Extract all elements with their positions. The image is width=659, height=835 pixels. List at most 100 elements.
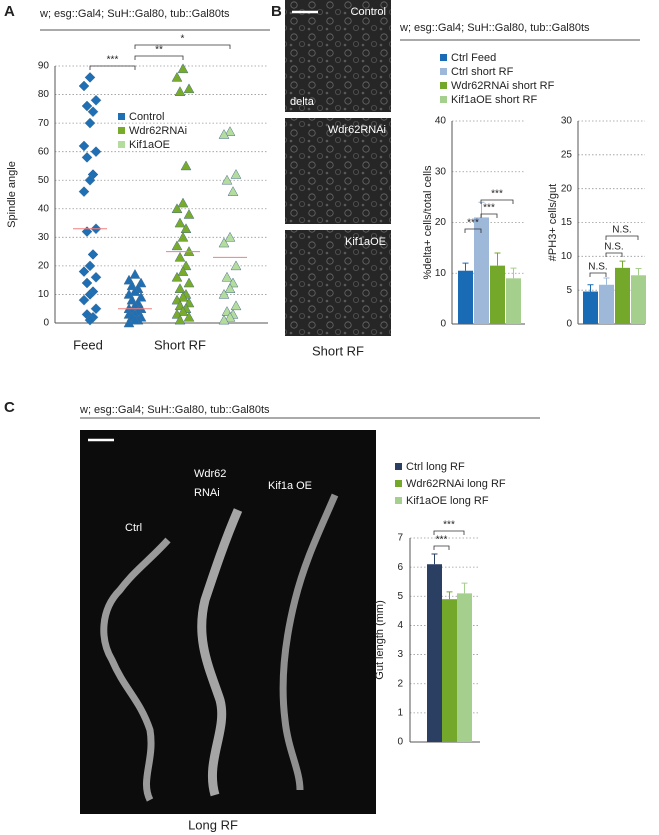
y-tick-label: 3 (397, 649, 403, 660)
significance-bracket (464, 228, 482, 233)
y-tick-label: 40 (435, 116, 447, 127)
image-label: Kif1a OE (268, 480, 312, 492)
data-point (180, 223, 192, 234)
data-point (177, 291, 189, 302)
data-point (90, 146, 102, 158)
significance-label: N.S. (612, 225, 631, 236)
data-point (174, 314, 186, 325)
data-point (224, 283, 236, 293)
image-label: Kif1aOE (345, 236, 386, 248)
image-label: Wdr62RNAi (328, 124, 386, 136)
y-tick-label: 40 (38, 203, 50, 214)
image-label: Control (351, 6, 386, 18)
legend-swatch (395, 497, 402, 504)
error-bar (635, 268, 642, 276)
micrograph (285, 0, 391, 112)
y-tick-label: 20 (561, 183, 573, 194)
bar (474, 217, 489, 324)
legend-label: Ctrl short RF (451, 66, 514, 78)
data-point (177, 197, 189, 208)
data-point (129, 314, 141, 325)
data-point (171, 71, 183, 82)
data-point (87, 249, 99, 260)
legend-swatch (118, 113, 125, 120)
data-point (224, 126, 236, 136)
significance-label: * (181, 34, 185, 45)
data-point (90, 303, 102, 315)
legend-swatch (440, 96, 447, 103)
y-tick-label: 50 (38, 175, 50, 186)
data-point (218, 288, 230, 299)
error-bar (619, 260, 626, 268)
data-point (218, 237, 230, 248)
data-point (224, 231, 236, 242)
legend-label: Wdr62RNAi short RF (451, 80, 555, 92)
legend-label: Kif1aOE long RF (406, 495, 489, 507)
significance-bracket (134, 44, 231, 49)
y-tick-label: 1 (397, 707, 403, 718)
panel-title: w; esg::Gal4; SuH::Gal80, tub::Gal80ts (399, 22, 590, 34)
error-bar (603, 277, 610, 285)
y-tick-label: 10 (38, 289, 50, 300)
significance-bracket (134, 55, 184, 60)
significance-label: *** (443, 520, 455, 531)
bar (442, 599, 457, 742)
significance-bracket (589, 272, 607, 277)
y-axis-label: Gut length (mm) (374, 600, 386, 679)
data-point (218, 129, 230, 139)
significance-bracket (605, 252, 623, 257)
error-bar (494, 252, 501, 266)
significance-bracket (480, 213, 498, 218)
panel-label: B (271, 3, 282, 20)
data-point (81, 226, 93, 237)
data-point (171, 203, 183, 214)
data-point (174, 283, 186, 293)
data-point (84, 72, 96, 83)
significance-label: *** (107, 55, 119, 66)
error-bar (587, 284, 594, 292)
data-point (90, 94, 102, 106)
y-tick-label: 30 (561, 116, 573, 127)
data-point (224, 311, 236, 322)
data-point (78, 186, 90, 197)
bar (458, 270, 473, 324)
micrograph (80, 430, 376, 814)
data-point (227, 186, 239, 196)
data-point (183, 83, 195, 94)
legend-swatch (440, 54, 447, 61)
x-category-label: Short RF (154, 337, 206, 352)
bar (599, 284, 614, 324)
error-bar (478, 201, 485, 218)
legend-swatch (440, 68, 447, 75)
error-bar (462, 262, 469, 271)
bar (457, 593, 472, 742)
data-point (78, 80, 90, 92)
data-point (180, 160, 192, 171)
y-tick-label: 0 (43, 318, 49, 329)
data-point (171, 271, 183, 282)
significance-label: *** (467, 218, 479, 229)
data-point (177, 306, 189, 316)
x-category-label: Feed (73, 337, 103, 352)
y-tick-label: 10 (561, 251, 573, 262)
data-point (84, 314, 96, 326)
y-tick-label: 5 (566, 285, 572, 296)
y-tick-label: 60 (38, 146, 50, 157)
legend-label: Kif1aOE (129, 139, 170, 151)
y-tick-label: 80 (38, 89, 50, 100)
y-tick-label: 5 (397, 591, 403, 602)
data-point (174, 86, 186, 96)
gut (197, 508, 243, 797)
significance-bracket (480, 199, 514, 204)
data-point (183, 246, 195, 256)
bar (490, 265, 505, 324)
micrograph (285, 230, 391, 336)
data-point (81, 152, 93, 163)
y-tick-label: 6 (397, 562, 403, 573)
data-point (218, 314, 230, 325)
data-point (177, 231, 189, 242)
y-tick-label: 70 (38, 118, 50, 129)
significance-label: N.S. (588, 262, 607, 273)
significance-label: *** (491, 189, 503, 200)
